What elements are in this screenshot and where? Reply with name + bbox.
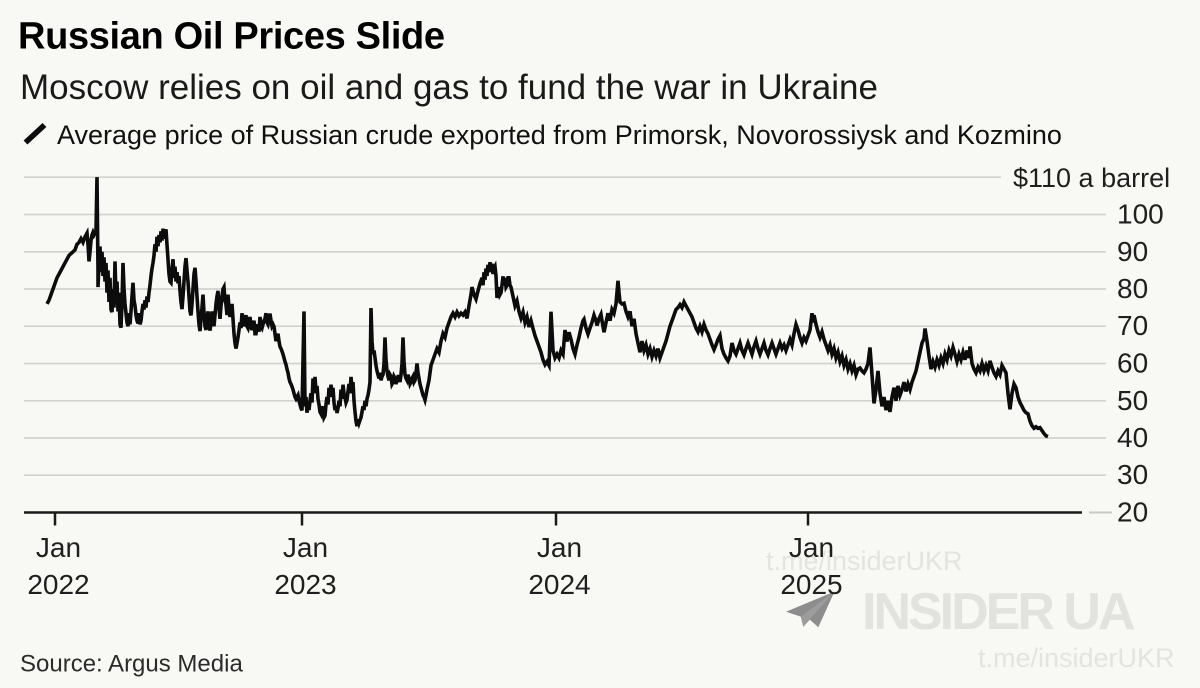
svg-text:50: 50 — [1117, 385, 1148, 416]
svg-text:Jan: Jan — [537, 532, 582, 563]
svg-text:Source: Argus Media: Source: Argus Media — [20, 651, 243, 678]
svg-text:INSIDER UA: INSIDER UA — [862, 583, 1135, 641]
svg-text:Jan: Jan — [789, 532, 834, 563]
svg-text:40: 40 — [1117, 422, 1148, 453]
svg-text:t.me/insiderUKR: t.me/insiderUKR — [766, 546, 963, 576]
svg-text:60: 60 — [1117, 348, 1148, 379]
svg-text:2024: 2024 — [528, 569, 590, 600]
svg-text:90: 90 — [1117, 236, 1148, 267]
svg-text:2025: 2025 — [780, 569, 842, 600]
svg-text:t.me/insiderUKR: t.me/insiderUKR — [978, 643, 1175, 673]
svg-text:70: 70 — [1117, 310, 1148, 341]
svg-text:2023: 2023 — [274, 569, 336, 600]
svg-text:$110 a barrel: $110 a barrel — [1013, 163, 1170, 193]
svg-text:Jan: Jan — [36, 532, 81, 563]
svg-text:30: 30 — [1117, 459, 1148, 490]
svg-text:80: 80 — [1117, 273, 1148, 304]
svg-text:100: 100 — [1117, 199, 1164, 230]
svg-text:Average price of Russian crude: Average price of Russian crude exported … — [57, 120, 1062, 150]
svg-text:Russian Oil Prices Slide: Russian Oil Prices Slide — [18, 16, 445, 58]
svg-text:20: 20 — [1117, 497, 1148, 528]
svg-text:Moscow relies on oil and gas t: Moscow relies on oil and gas to fund the… — [20, 68, 878, 107]
svg-text:Jan: Jan — [283, 532, 328, 563]
svg-text:2022: 2022 — [27, 569, 89, 600]
